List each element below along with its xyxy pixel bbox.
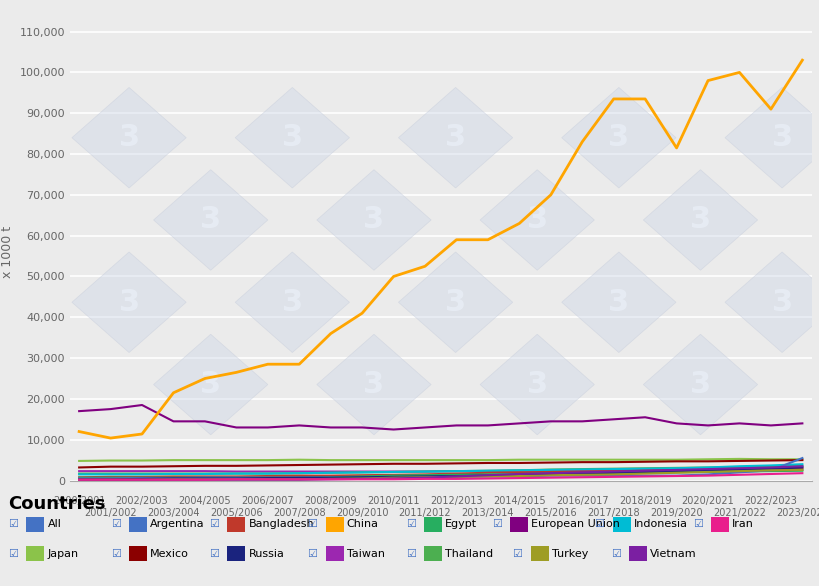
- Text: 2021/2022: 2021/2022: [713, 508, 765, 518]
- Polygon shape: [398, 87, 512, 188]
- Polygon shape: [235, 252, 349, 353]
- Text: 2020/2021: 2020/2021: [681, 496, 734, 506]
- Text: 2007/2008: 2007/2008: [273, 508, 325, 518]
- Text: Indonesia: Indonesia: [633, 519, 687, 530]
- Text: Japan: Japan: [48, 548, 79, 559]
- Text: Egypt: Egypt: [445, 519, 477, 530]
- Text: 3: 3: [445, 288, 465, 317]
- Polygon shape: [316, 334, 431, 435]
- Text: 2006/2007: 2006/2007: [242, 496, 294, 506]
- Text: 3: 3: [363, 206, 384, 234]
- Polygon shape: [643, 170, 757, 270]
- Text: 3: 3: [445, 123, 465, 152]
- Text: 2015/2016: 2015/2016: [524, 508, 577, 518]
- Text: ☑: ☑: [405, 519, 415, 530]
- Text: ☑: ☑: [594, 519, 604, 530]
- Text: 2009/2010: 2009/2010: [336, 508, 388, 518]
- Polygon shape: [724, 87, 819, 188]
- Text: 3: 3: [200, 370, 221, 399]
- Text: Russia: Russia: [248, 548, 284, 559]
- Text: ☑: ☑: [512, 548, 522, 559]
- Text: ☑: ☑: [111, 548, 120, 559]
- Text: ☑: ☑: [307, 519, 317, 530]
- Polygon shape: [643, 334, 757, 435]
- Text: 2010/2011: 2010/2011: [367, 496, 419, 506]
- Text: ☑: ☑: [8, 519, 18, 530]
- Text: 2001/2002: 2001/2002: [84, 508, 137, 518]
- Text: 3: 3: [608, 123, 629, 152]
- Text: 2019/2020: 2019/2020: [649, 508, 702, 518]
- Text: 2012/2013: 2012/2013: [430, 496, 482, 506]
- Text: 3: 3: [526, 370, 547, 399]
- Text: 2000/2001: 2000/2001: [52, 496, 106, 506]
- Text: 2022/2023: 2022/2023: [744, 496, 796, 506]
- Text: ☑: ☑: [209, 548, 219, 559]
- Text: 3: 3: [689, 370, 710, 399]
- Text: 2003/2004: 2003/2004: [147, 508, 200, 518]
- Text: Mexico: Mexico: [150, 548, 188, 559]
- Polygon shape: [153, 170, 268, 270]
- Text: 3: 3: [526, 206, 547, 234]
- Text: 3: 3: [608, 288, 629, 317]
- Polygon shape: [561, 252, 675, 353]
- Text: 3: 3: [200, 206, 221, 234]
- Text: ☑: ☑: [307, 548, 317, 559]
- Polygon shape: [398, 252, 512, 353]
- Text: 2014/2015: 2014/2015: [492, 496, 545, 506]
- Text: Vietnam: Vietnam: [649, 548, 696, 559]
- Text: ☑: ☑: [209, 519, 219, 530]
- Text: Countries: Countries: [8, 495, 106, 513]
- Text: 2018/2019: 2018/2019: [618, 496, 671, 506]
- Polygon shape: [316, 170, 431, 270]
- Text: 2013/2014: 2013/2014: [461, 508, 514, 518]
- Text: Bangladesh: Bangladesh: [248, 519, 314, 530]
- Text: Argentina: Argentina: [150, 519, 205, 530]
- Polygon shape: [72, 252, 186, 353]
- Polygon shape: [235, 87, 349, 188]
- Text: 2004/2005: 2004/2005: [179, 496, 231, 506]
- Text: Thailand: Thailand: [445, 548, 493, 559]
- Text: 2002/2003: 2002/2003: [115, 496, 168, 506]
- Text: Turkey: Turkey: [551, 548, 587, 559]
- Text: China: China: [346, 519, 378, 530]
- Text: Iran: Iran: [731, 519, 753, 530]
- Text: ☑: ☑: [491, 519, 501, 530]
- Text: ☑: ☑: [610, 548, 620, 559]
- Text: ☑: ☑: [405, 548, 415, 559]
- Text: ☑: ☑: [111, 519, 120, 530]
- Text: 3: 3: [282, 288, 302, 317]
- Text: 3: 3: [119, 123, 139, 152]
- Y-axis label: x 1000 t: x 1000 t: [1, 226, 14, 278]
- Polygon shape: [724, 252, 819, 353]
- Text: ☑: ☑: [8, 548, 18, 559]
- Text: European Union: European Union: [531, 519, 619, 530]
- Polygon shape: [479, 334, 594, 435]
- Text: 3: 3: [363, 370, 384, 399]
- Text: 3: 3: [771, 123, 792, 152]
- Text: 2008/2009: 2008/2009: [304, 496, 356, 506]
- Polygon shape: [72, 87, 186, 188]
- Text: ☑: ☑: [692, 519, 702, 530]
- Text: 3: 3: [282, 123, 302, 152]
- Polygon shape: [153, 334, 268, 435]
- Text: All: All: [48, 519, 61, 530]
- Polygon shape: [561, 87, 675, 188]
- Text: 2011/2012: 2011/2012: [398, 508, 450, 518]
- Text: 2023/2024: 2023/2024: [775, 508, 819, 518]
- Text: 2016/2017: 2016/2017: [555, 496, 608, 506]
- Text: Taiwan: Taiwan: [346, 548, 384, 559]
- Text: 3: 3: [119, 288, 139, 317]
- Polygon shape: [479, 170, 594, 270]
- Text: 3: 3: [689, 206, 710, 234]
- Text: 2017/2018: 2017/2018: [586, 508, 639, 518]
- Text: 3: 3: [771, 288, 792, 317]
- Text: 2005/2006: 2005/2006: [210, 508, 262, 518]
